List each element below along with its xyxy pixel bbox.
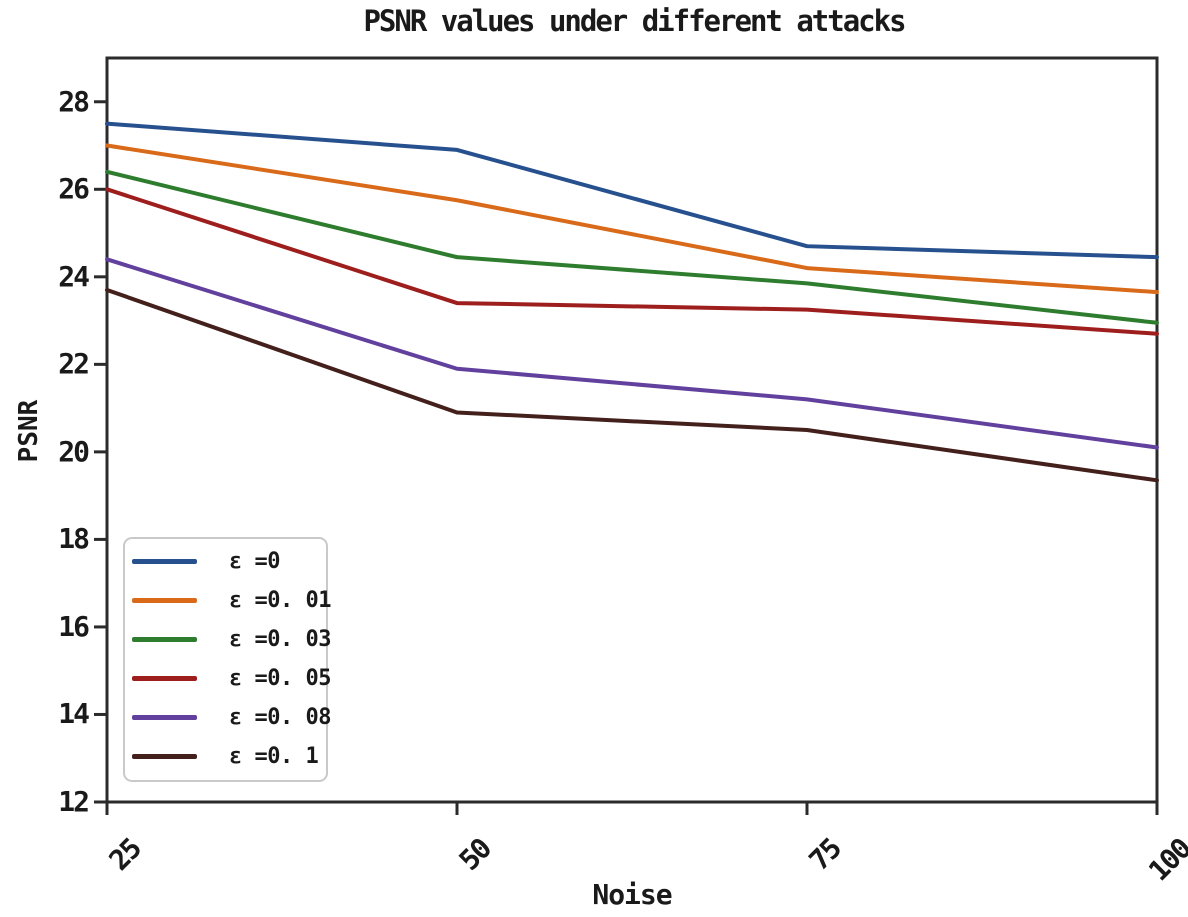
legend-label: ε =0. 03: [229, 627, 331, 652]
legend-item: ε =0. 01: [125, 581, 331, 620]
series-line-2: [105, 169, 1159, 325]
series-line-4: [105, 257, 1159, 450]
legend-line-swatch: [132, 715, 197, 720]
y-tick-label: 20: [58, 434, 90, 468]
y-tick-label: 28: [58, 84, 90, 118]
x-axis-label: Noise: [592, 878, 672, 911]
legend-item: ε =0: [125, 542, 326, 581]
series-line-5: [105, 287, 1159, 483]
legend-label: ε =0. 05: [229, 666, 331, 691]
series-line-1: [105, 143, 1159, 295]
legend-line-swatch: [132, 598, 197, 603]
legend-item: ε =0. 03: [125, 620, 331, 659]
legend-line-swatch: [132, 676, 197, 681]
legend-label: ε =0. 1: [229, 744, 319, 769]
chart-title: PSNR values under different attacks: [363, 4, 906, 38]
legend-label: ε =0. 08: [229, 705, 331, 730]
y-tick-label: 12: [58, 785, 90, 818]
legend-label: ε =0. 01: [229, 588, 331, 613]
legend-item: ε =0. 08: [125, 698, 331, 737]
legend-item: ε =0. 05: [125, 659, 331, 698]
legend-item: ε =0. 1: [125, 737, 326, 776]
plot-spines: [105, 56, 1159, 804]
y-tick-label: 22: [58, 347, 90, 381]
legend-line-swatch: [132, 559, 197, 564]
y-tick-label: 16: [58, 609, 90, 643]
y-tick-label: 18: [58, 522, 90, 556]
y-tick-label: 24: [58, 259, 90, 293]
legend-label: ε =0: [229, 549, 280, 574]
legend: ε =0 ε =0. 01 ε =0. 03 ε =0. 05 ε =0. 08 ε =0…: [123, 537, 331, 782]
series-line-0: [105, 121, 1159, 260]
y-tick-label: 26: [58, 172, 90, 206]
y-tick-label: 14: [58, 697, 90, 731]
series-line-3: [105, 187, 1159, 336]
legend-line-swatch: [132, 637, 197, 642]
legend-line-swatch: [132, 754, 197, 759]
